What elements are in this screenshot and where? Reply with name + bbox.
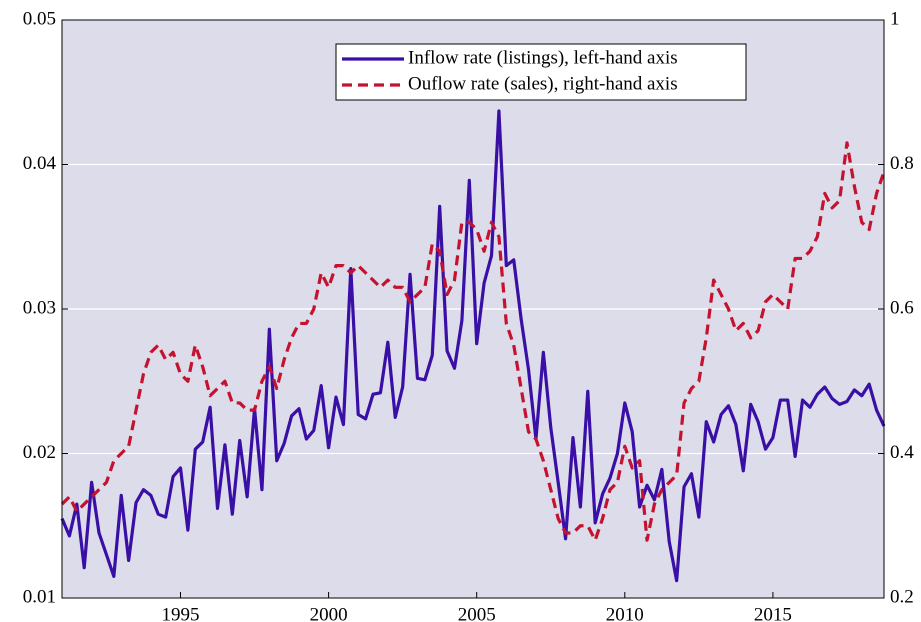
series-line (60, 141, 886, 542)
y2-tick-label: 0.6 (890, 297, 914, 318)
y2-tick-label: 0.2 (890, 586, 914, 607)
y2-tick-label: 0.8 (890, 153, 914, 174)
y-tick-label: 0.04 (23, 153, 57, 174)
y-tick-label: 0.05 (23, 8, 56, 29)
legend-box (335, 43, 747, 101)
x-tick-label: 2005 (458, 604, 496, 622)
y2-tick-label: 0.4 (890, 442, 914, 463)
x-tick-label: 2010 (606, 604, 644, 622)
axes-frame (61, 19, 885, 599)
x-tick-label: 2015 (754, 604, 792, 622)
legend-label: Inflow rate (listings), left-hand axis (408, 47, 678, 68)
legend-label: Ouflow rate (sales), right-hand axis (408, 73, 678, 94)
y-tick-label: 0.01 (23, 586, 56, 607)
series-line (60, 109, 886, 583)
y2-tick-label: 1 (890, 8, 900, 29)
y-tick-label: 0.02 (23, 442, 56, 463)
x-tick-label: 1995 (161, 604, 199, 622)
x-tick-label: 2000 (310, 604, 348, 622)
y-tick-label: 0.03 (23, 297, 56, 318)
